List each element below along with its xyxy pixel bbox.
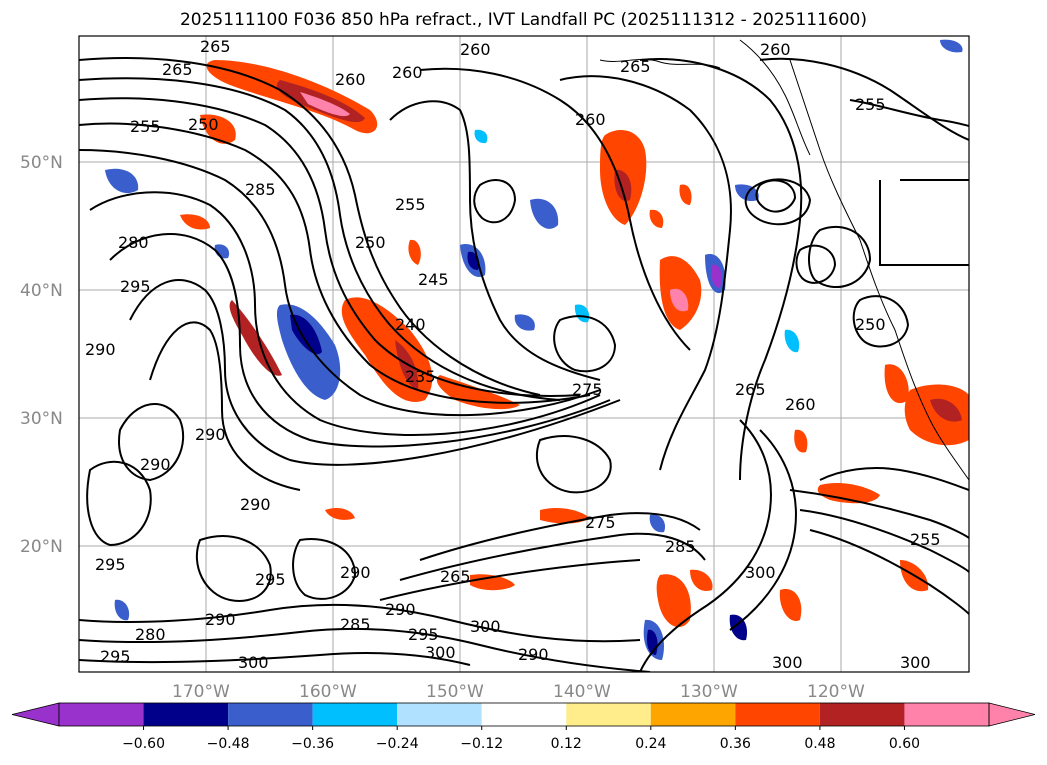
contour-label: 285 [245,180,276,199]
contour-label: 250 [188,115,219,134]
colorbar-tick-label: −0.36 [291,736,334,752]
colorbar-segment [143,703,229,726]
contour-label: 300 [745,563,776,582]
contour-label: 260 [460,40,491,59]
refractivity-contours [79,57,969,672]
colorbar-segment [481,703,567,726]
colorbar-tick-label: 0.12 [551,736,582,752]
contour-label: 240 [395,315,426,334]
contour-label: 280 [135,625,166,644]
contour-label: 295 [255,570,286,589]
colorbar-segment [59,703,144,726]
contour-label: 260 [760,40,791,59]
colorbar-tick-label: −0.12 [460,736,503,752]
colorbar-segment [397,703,482,726]
contour-label: 260 [785,395,816,414]
colorbar-segment [312,703,398,726]
contour-label: 265 [162,60,193,79]
coastline [599,39,969,481]
lat-label: 50°N [20,153,63,173]
lat-label: 40°N [20,281,63,301]
positive-anomaly-patches [180,60,969,628]
lon-label: 140°W [553,682,611,702]
lat-label: 30°N [20,409,63,429]
colorbar-tick-label: 0.60 [889,736,920,752]
colorbar-segment [228,703,313,726]
colorbar-tick-label: 0.36 [720,736,751,752]
colorbar-segment [735,703,820,726]
contour-label: 275 [572,380,603,399]
contour-label: 280 [118,233,149,252]
contour-label: 285 [665,537,696,556]
contour-labels: 265 265 255 250 260 260 260 265 260 260 … [85,37,941,672]
contour-label: 255 [130,117,161,136]
colorbar-extend-max [988,702,1036,727]
contour-label: 300 [900,653,931,672]
contour-label: 290 [140,455,171,474]
contour-label: 250 [855,315,886,334]
colorbar-border [58,702,990,727]
contour-label: 295 [120,277,151,296]
contour-label: 255 [910,530,941,549]
contour-label: 265 [620,57,651,76]
contour-label: 260 [335,70,366,89]
contour-label: 290 [240,495,271,514]
latitude-labels: 50°N 40°N 30°N 20°N [20,153,63,557]
contour-label: 290 [385,600,416,619]
colorbar-tick-label: −0.48 [207,736,250,752]
contour-label: 260 [392,63,423,82]
contour-label: 300 [470,617,501,636]
colorbar-tick-label: 0.24 [635,736,666,752]
lon-label: 160°W [299,682,357,702]
contour-label: 255 [395,195,426,214]
lon-label: 120°W [807,682,865,702]
colorbar-extend-min [11,702,60,727]
colorbar-segment [650,703,736,726]
colorbar-segment [566,703,651,726]
contour-label: 300 [238,653,269,672]
contour-label: 260 [575,110,606,129]
contour-label: 290 [85,340,116,359]
contour-label: 255 [855,95,886,114]
contour-label: 245 [418,270,449,289]
lon-label: 130°W [680,682,738,702]
lat-label: 20°N [20,537,63,557]
lon-label: 150°W [426,682,484,702]
colorbar-tick-label: 0.48 [804,736,835,752]
colorbar-segment [819,703,905,726]
contour-label: 295 [100,647,131,666]
contour-label: 265 [735,380,766,399]
contour-label: 235 [405,367,436,386]
contour-label: 295 [408,625,439,644]
contour-label: 290 [205,610,236,629]
contour-label: 250 [355,233,386,252]
contour-label: 290 [518,645,549,664]
map-frame [78,35,970,673]
contour-label: 290 [195,425,226,444]
map-title: 2025111100 F036 850 hPa refract., IVT La… [179,10,867,30]
contour-label: 275 [585,513,616,532]
contour-label: 285 [340,615,371,634]
colorbar-segment [904,703,989,726]
colorbar: −0.60 −0.48 −0.36 −0.24 −0.12 0.12 0.24 0.36 0.4… [11,702,1036,752]
contour-label: 295 [95,555,126,574]
colorbar-tick-label: −0.24 [376,736,419,752]
contour-label: 300 [772,653,803,672]
longitude-labels: 170°W 160°W 150°W 140°W 130°W 120°W [172,682,865,702]
lon-label: 170°W [172,682,230,702]
contour-label: 265 [440,567,471,586]
contour-label: 265 [200,37,231,56]
contour-label: 300 [425,643,456,662]
colorbar-tick-label: −0.60 [122,736,165,752]
contour-label: 290 [340,563,371,582]
